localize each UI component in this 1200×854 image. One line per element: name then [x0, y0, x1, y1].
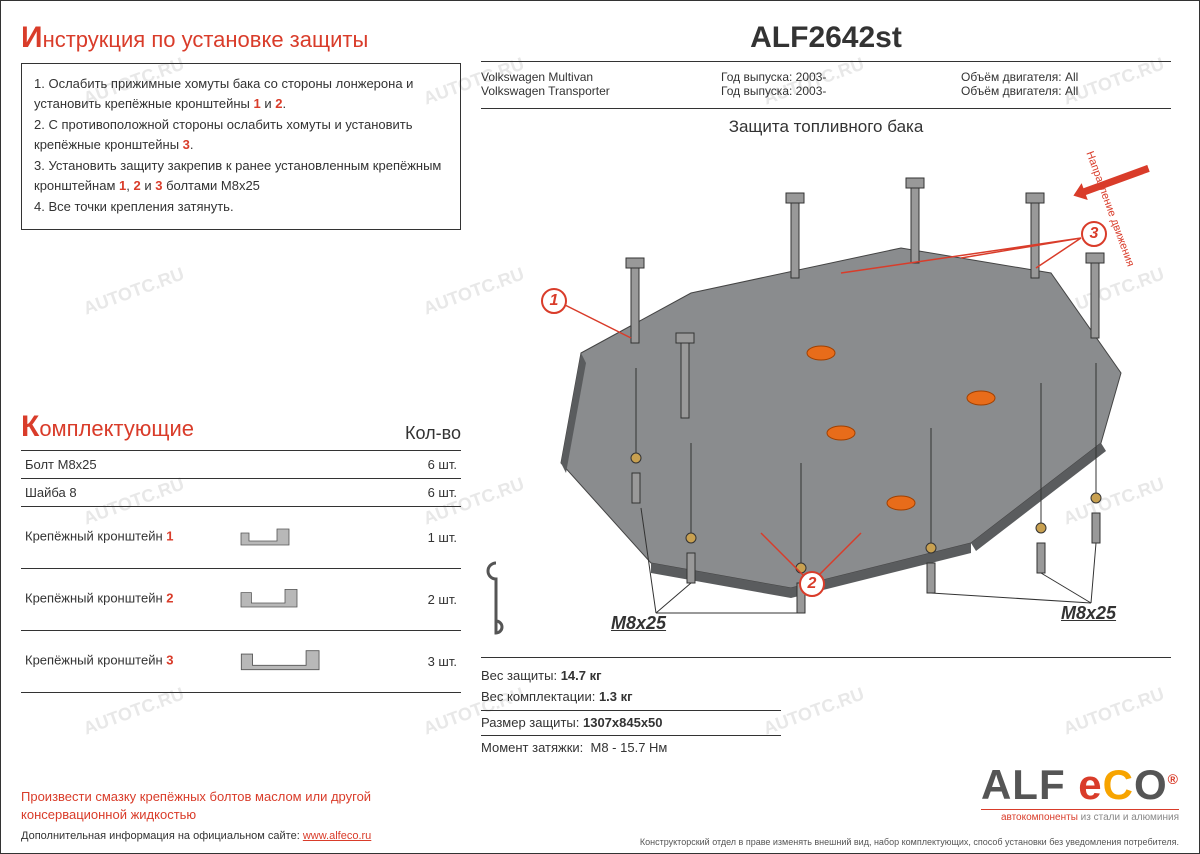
comp-cell: Крепёжный кронштейн 1	[21, 506, 401, 568]
table-row: Крепёжный кронштейн 1 1 шт.	[21, 506, 461, 568]
comp-name: Болт М8х25	[21, 450, 401, 478]
instr-text: и	[261, 96, 276, 111]
left-column: Инструкция по установке защиты 1. Ослаби…	[21, 21, 461, 842]
instructions-box: 1. Ослабить прижимные хомуты бака со сто…	[21, 63, 461, 230]
comp-qty: 2 шт.	[401, 568, 461, 630]
spec-row: Вес комплектации: 1.3 кг	[481, 687, 781, 708]
vehicle-model: Volkswagen Multivan	[481, 70, 691, 84]
qty-header: Кол-во	[405, 423, 461, 444]
callout-1: 1	[541, 288, 567, 314]
bolt-label: M8x25	[1061, 603, 1116, 624]
lubrication-note: Произвести смазку крепёжных болтов масло…	[21, 788, 461, 824]
logo-alf: ALF	[981, 761, 1066, 808]
instr-text: 2. С противоположной стороны ослабить хо…	[34, 117, 413, 152]
logo-reg: ®	[1168, 771, 1179, 787]
product-code: ALF2642st	[481, 21, 1171, 55]
divider	[481, 61, 1171, 62]
title-rest: нструкция по установке защиты	[43, 27, 369, 52]
bolt-label: M8x25	[611, 613, 666, 634]
vehicle-engine: Объём двигателя: All	[961, 70, 1171, 84]
spec-row: Вес защиты: 14.7 кг	[481, 666, 781, 687]
title-first-letter: К	[21, 410, 39, 443]
logo-subtitle: автокомпоненты из стали и алюминия	[981, 809, 1179, 823]
instruction-step: 1. Ослабить прижимные хомуты бака со сто…	[34, 74, 448, 113]
table-row: Болт М8х25 6 шт.	[21, 450, 461, 478]
vehicle-info: Volkswagen Multivan Volkswagen Transport…	[481, 70, 1171, 98]
comp-name: Шайба 8	[21, 478, 401, 506]
title-first-letter: И	[21, 21, 43, 54]
comp-qty: 3 шт.	[401, 630, 461, 692]
divider	[481, 657, 1171, 658]
callout-3: 3	[1081, 221, 1107, 247]
logo-text: ALF eCO®	[981, 761, 1179, 809]
comp-name: Крепёжный кронштейн	[25, 652, 166, 667]
components-title: Комплектующие	[21, 410, 194, 444]
instr-text: .	[282, 96, 286, 111]
instr-text: и	[141, 178, 156, 193]
vehicle-model: Volkswagen Transporter	[481, 84, 691, 98]
ref-num: 1	[166, 528, 173, 543]
instr-text: 1. Ослабить прижимные хомуты бака со сто…	[34, 76, 413, 111]
logo-sub-gray: из стали и алюминия	[1078, 812, 1179, 823]
divider	[481, 108, 1171, 109]
right-column: ALF2642st Volkswagen Multivan Volkswagen…	[481, 21, 1171, 759]
callout-2: 2	[799, 571, 825, 597]
ref-num: 3	[183, 137, 190, 152]
wrench-icon	[481, 553, 511, 643]
direction-arrow: Направление движения	[1071, 173, 1151, 195]
footer-link-line: Дополнительная информация на официальном…	[21, 830, 461, 842]
logo-sub-red: автокомпоненты	[1001, 812, 1078, 823]
logo-c: C	[1103, 761, 1134, 808]
table-row: Крепёжный кронштейн 3 3 шт.	[21, 630, 461, 692]
ref-num: 3	[166, 652, 173, 667]
instr-text: болтами М8х25	[162, 178, 259, 193]
diagram-title: Защита топливного бака	[481, 117, 1171, 137]
spec-row: Момент затяжки: М8 - 15.7 Нм	[481, 738, 781, 759]
bracket-icon	[237, 579, 317, 619]
disclaimer: Конструкторский отдел в праве изменять в…	[640, 837, 1179, 847]
vehicle-engines: Объём двигателя: All Объём двигателя: Al…	[961, 70, 1171, 98]
footer-text: Дополнительная информация на официальном…	[21, 830, 303, 842]
comp-qty: 6 шт.	[401, 450, 461, 478]
comp-name: Крепёжный кронштейн	[25, 590, 166, 605]
logo-e: e	[1078, 761, 1102, 808]
website-link[interactable]: www.alfeco.ru	[303, 830, 371, 842]
diagram: Направление движения	[481, 143, 1161, 653]
table-row: Шайба 8 6 шт.	[21, 478, 461, 506]
comp-cell: Крепёжный кронштейн 3	[21, 630, 401, 692]
specifications: Вес защиты: 14.7 кг Вес комплектации: 1.…	[481, 666, 781, 759]
spec-row: Размер защиты: 1307х845х50	[481, 713, 781, 734]
logo: ALF eCO® автокомпоненты из стали и алюми…	[981, 761, 1179, 823]
components-header: Комплектующие Кол-во	[21, 410, 461, 444]
comp-qty: 6 шт.	[401, 478, 461, 506]
ref-num: 2	[166, 590, 173, 605]
title-rest: омплектующие	[39, 416, 194, 441]
logo-o: O	[1134, 761, 1168, 808]
instruction-step: 4. Все точки крепления затянуть.	[34, 197, 448, 217]
ref-num: 1	[253, 96, 260, 111]
comp-cell: Крепёжный кронштейн 2	[21, 568, 401, 630]
bracket-icon	[237, 517, 317, 557]
comp-name: Крепёжный кронштейн	[25, 528, 166, 543]
comp-qty: 1 шт.	[401, 506, 461, 568]
vehicle-years: Год выпуска: 2003- Год выпуска: 2003-	[721, 70, 931, 98]
instr-text: .	[190, 137, 194, 152]
ref-num: 2	[133, 178, 140, 193]
instruction-step: 2. С противоположной стороны ослабить хо…	[34, 115, 448, 154]
vehicle-models: Volkswagen Multivan Volkswagen Transport…	[481, 70, 691, 98]
vehicle-year: Год выпуска: 2003-	[721, 84, 931, 98]
instruction-step: 3. Установить защиту закрепив к ранее ус…	[34, 156, 448, 195]
install-title: Инструкция по установке защиты	[21, 21, 461, 55]
bracket-icon	[237, 641, 332, 681]
components-table: Болт М8х25 6 шт. Шайба 8 6 шт. Крепёжный…	[21, 450, 461, 693]
vehicle-year: Год выпуска: 2003-	[721, 70, 931, 84]
vehicle-engine: Объём двигателя: All	[961, 84, 1171, 98]
table-row: Крепёжный кронштейн 2 2 шт.	[21, 568, 461, 630]
